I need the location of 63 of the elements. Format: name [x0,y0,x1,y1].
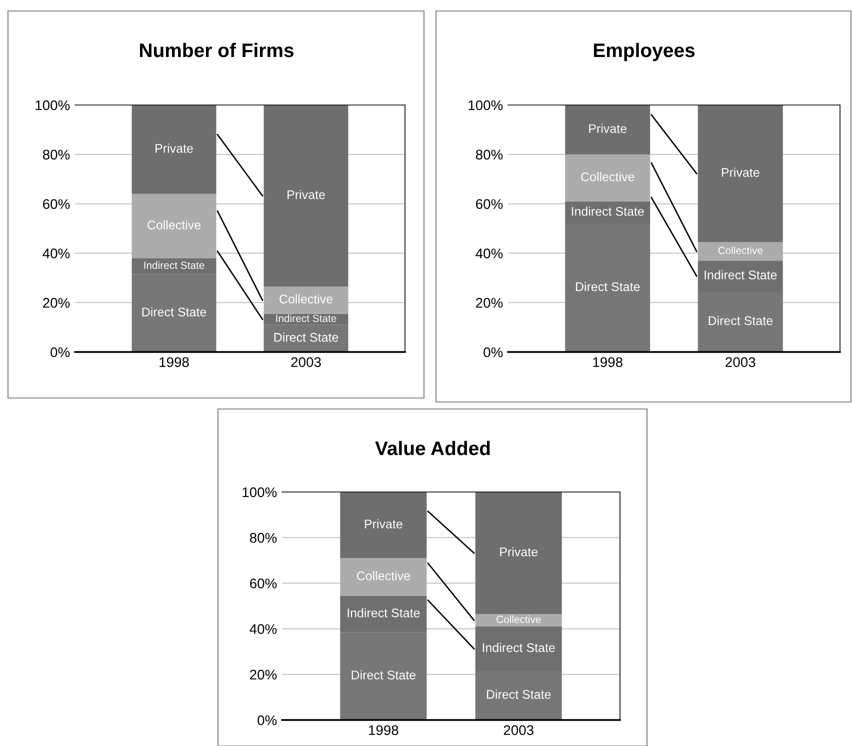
y-tick-label: 80% [476,150,503,160]
bar [475,492,562,614]
bar [340,492,427,558]
bar [698,105,783,242]
x-tick-label: 2003 [726,357,756,368]
y-tick-label: 100% [468,100,503,110]
text: Indirect State [482,642,555,652]
series-label: Private [364,519,402,528]
text: Indirect State [144,261,204,269]
y-tick-label: 40% [42,248,70,258]
y-tick-label: 60% [43,199,70,209]
bar [132,105,216,194]
y-tick-label: 20% [476,298,503,308]
chart-title: Number of Firms [140,42,294,58]
text: Private [722,168,760,177]
y-tick-label: 80% [42,150,70,160]
y-tick-label: 100% [242,487,277,498]
y-tick-label: 0% [258,715,277,726]
text: Indirect State [704,270,777,280]
text: Collective [148,220,201,230]
series-label: Private [156,144,193,153]
text: Direct State [708,316,772,326]
y-tick-label: 40% [476,248,503,258]
bar [475,614,562,627]
x-tick-label: 1998 [160,357,189,368]
series-label: Indirect State [276,314,336,322]
x-tick-label: 2003 [504,725,534,736]
y-tick-label: 80% [250,532,277,543]
y-tick-label: 100% [36,100,70,110]
text: Private [500,547,538,556]
x-tick-label: 1998 [593,357,622,368]
bar [340,558,427,596]
y-tick-label: 60% [250,578,277,588]
series-label: Direct State [274,332,338,342]
bar [698,242,783,261]
y-tick-label: 20% [250,670,277,680]
x-tick-label: 1998 [369,725,398,736]
text: Direct State [352,670,416,680]
y-tick-label: 0% [484,347,503,358]
y-tick-label: 20% [43,298,70,308]
text: Collective [356,571,410,580]
series-label: Collective [496,615,541,624]
series-label: Indirect State [348,608,420,618]
series-label: Collective [718,246,763,254]
chart-title: Employees [594,42,695,62]
y-tick-label: 0% [50,347,70,358]
series-label: Direct State [576,282,640,292]
chart-title: Value Added [375,440,490,456]
series-label: Collective [280,294,333,304]
x-tick-label: 2003 [291,357,321,368]
series-label: Direct State [486,690,551,699]
bar [565,154,650,202]
series-label: Indirect State [572,206,644,216]
bar [264,105,348,287]
y-tick-label: 60% [476,199,503,209]
y-tick-label: 40% [250,624,277,634]
text: Private [288,190,325,200]
bar [132,194,216,258]
bar [565,105,650,154]
text: Direct State [142,307,206,316]
series-label: Private [589,124,626,134]
text: Collective [581,172,634,182]
bar [264,286,348,314]
